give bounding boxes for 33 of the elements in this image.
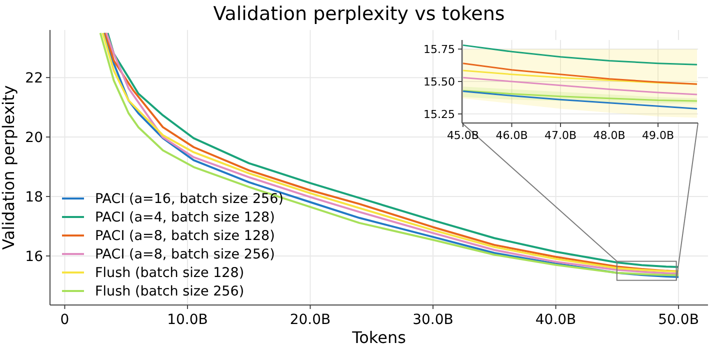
- x-axis-title: Tokens: [351, 328, 406, 347]
- legend-label: PACI (a=16, batch size 256): [95, 191, 284, 208]
- legend-label: PACI (a=8, batch size 128): [95, 228, 275, 244]
- y-axis-title: Validation perplexity: [0, 85, 18, 250]
- legend-label: PACI (a=8, batch size 256): [95, 246, 275, 263]
- x-tick-label: 45.0B: [446, 129, 479, 142]
- legend-label: PACI (a=4, batch size 128): [95, 210, 275, 226]
- line-series: [462, 70, 698, 85]
- x-tick-label: 50.0B: [658, 312, 699, 328]
- chart-title: Validation perplexity vs tokens: [213, 3, 505, 25]
- y-tick-label: 18: [25, 189, 43, 206]
- x-tick-label: 49.0B: [642, 129, 674, 142]
- x-tick-label: 47.0B: [544, 129, 577, 142]
- line-series: [462, 76, 698, 96]
- legend-label: Flush (batch size 128): [95, 265, 244, 282]
- y-tick-label: 15.50: [424, 75, 455, 88]
- x-tick-label: 48.0B: [593, 129, 626, 142]
- y-tick-label: 15.25: [424, 108, 455, 121]
- x-tick-label: 40.0B: [535, 312, 576, 328]
- x-tick-label: 46.0B: [496, 129, 528, 142]
- y-tick-label: 22: [25, 70, 43, 86]
- y-tick-label: 15.75: [424, 42, 455, 56]
- line-series: [462, 90, 698, 110]
- line-series: [462, 90, 698, 102]
- y-tick-label: 16: [25, 248, 44, 265]
- x-tick-label: 10.0B: [167, 312, 208, 328]
- legend-label: Flush (batch size 256): [95, 284, 244, 300]
- x-tick-label: 0: [60, 312, 70, 328]
- x-tick-label: 30.0B: [412, 312, 454, 328]
- y-tick-label: 20: [25, 130, 43, 146]
- line-series: [462, 62, 698, 85]
- x-tick-label: 20.0B: [290, 312, 331, 328]
- line-series: [462, 44, 698, 66]
